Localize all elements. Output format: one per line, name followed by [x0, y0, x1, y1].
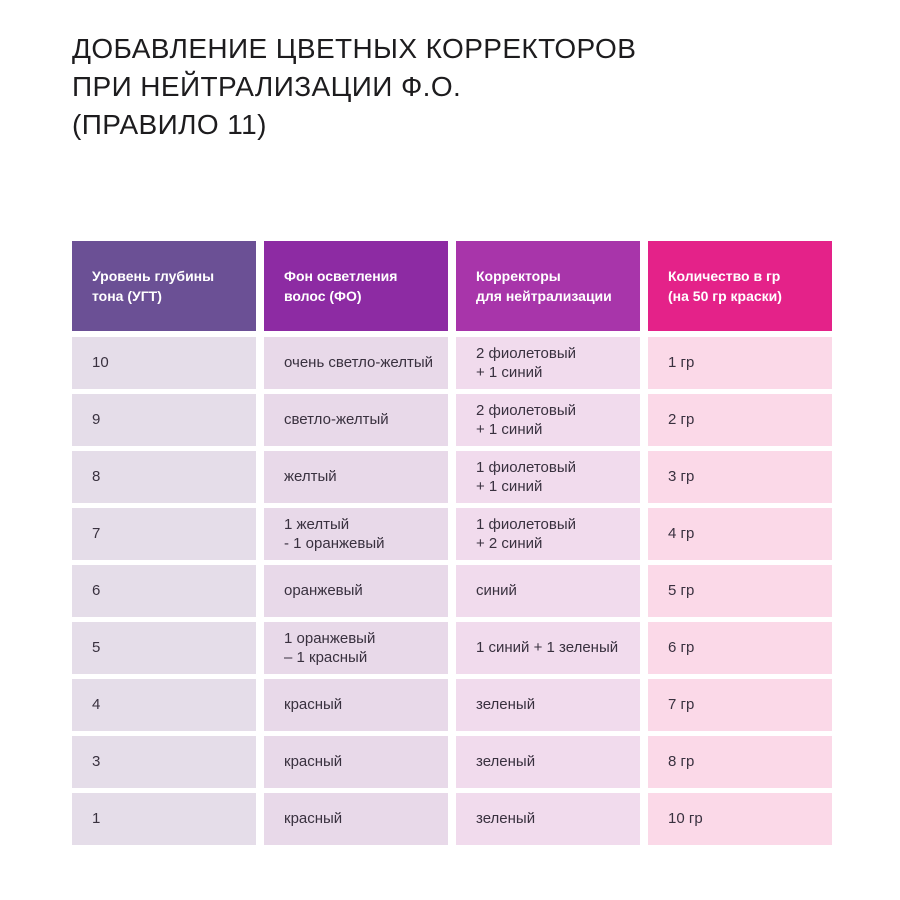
- cell-tone-level: 8: [72, 451, 256, 503]
- cell-lightening-background: оранжевый: [264, 565, 448, 617]
- table-row: 10 очень светло-желтый 2 фиолетовый + 1 …: [72, 337, 832, 389]
- cell-tone-level: 9: [72, 394, 256, 446]
- table-row: 7 1 желтый - 1 оранжевый 1 фиолетовый + …: [72, 508, 832, 560]
- table-row: 4 красный зеленый 7 гр: [72, 679, 832, 731]
- table-body: 10 очень светло-желтый 2 фиолетовый + 1 …: [72, 337, 832, 845]
- cell-lightening-background: красный: [264, 736, 448, 788]
- column-header-amount: Количество в гр (на 50 гр краски): [648, 241, 832, 331]
- table-row: 5 1 оранжевый – 1 красный 1 синий + 1 зе…: [72, 622, 832, 674]
- page-title: ДОБАВЛЕНИЕ ЦВЕТНЫХ КОРРЕКТОРОВ ПРИ НЕЙТР…: [72, 33, 637, 140]
- cell-lightening-background: красный: [264, 793, 448, 845]
- cell-amount: 10 гр: [648, 793, 832, 845]
- cell-tone-level: 7: [72, 508, 256, 560]
- column-header-lightening-background: Фон осветления волос (ФО): [264, 241, 448, 331]
- cell-amount: 8 гр: [648, 736, 832, 788]
- correctors-table: Уровень глубины тона (УГТ) Фон осветлени…: [72, 241, 832, 845]
- cell-correctors: 1 синий + 1 зеленый: [456, 622, 640, 674]
- cell-amount: 7 гр: [648, 679, 832, 731]
- cell-correctors: 1 фиолетовый + 2 синий: [456, 508, 640, 560]
- cell-tone-level: 10: [72, 337, 256, 389]
- cell-correctors: 1 фиолетовый + 1 синий: [456, 451, 640, 503]
- cell-lightening-background: очень светло-желтый: [264, 337, 448, 389]
- table-row: 3 красный зеленый 8 гр: [72, 736, 832, 788]
- cell-tone-level: 6: [72, 565, 256, 617]
- column-header-tone-level: Уровень глубины тона (УГТ): [72, 241, 256, 331]
- cell-lightening-background: 1 желтый - 1 оранжевый: [264, 508, 448, 560]
- cell-tone-level: 1: [72, 793, 256, 845]
- cell-lightening-background: желтый: [264, 451, 448, 503]
- cell-correctors: зеленый: [456, 679, 640, 731]
- cell-amount: 3 гр: [648, 451, 832, 503]
- cell-correctors: синий: [456, 565, 640, 617]
- cell-tone-level: 5: [72, 622, 256, 674]
- cell-amount: 1 гр: [648, 337, 832, 389]
- cell-lightening-background: красный: [264, 679, 448, 731]
- cell-amount: 4 гр: [648, 508, 832, 560]
- table-row: 1 красный зеленый 10 гр: [72, 793, 832, 845]
- cell-correctors: зеленый: [456, 793, 640, 845]
- table-header-row: Уровень глубины тона (УГТ) Фон осветлени…: [72, 241, 832, 331]
- column-header-correctors: Корректоры для нейтрализации: [456, 241, 640, 331]
- cell-amount: 6 гр: [648, 622, 832, 674]
- cell-tone-level: 4: [72, 679, 256, 731]
- cell-correctors: 2 фиолетовый + 1 синий: [456, 337, 640, 389]
- cell-lightening-background: 1 оранжевый – 1 красный: [264, 622, 448, 674]
- table-row: 9 светло-желтый 2 фиолетовый + 1 синий 2…: [72, 394, 832, 446]
- cell-amount: 2 гр: [648, 394, 832, 446]
- cell-amount: 5 гр: [648, 565, 832, 617]
- table-row: 6 оранжевый синий 5 гр: [72, 565, 832, 617]
- cell-correctors: зеленый: [456, 736, 640, 788]
- cell-correctors: 2 фиолетовый + 1 синий: [456, 394, 640, 446]
- cell-tone-level: 3: [72, 736, 256, 788]
- table-row: 8 желтый 1 фиолетовый + 1 синий 3 гр: [72, 451, 832, 503]
- cell-lightening-background: светло-желтый: [264, 394, 448, 446]
